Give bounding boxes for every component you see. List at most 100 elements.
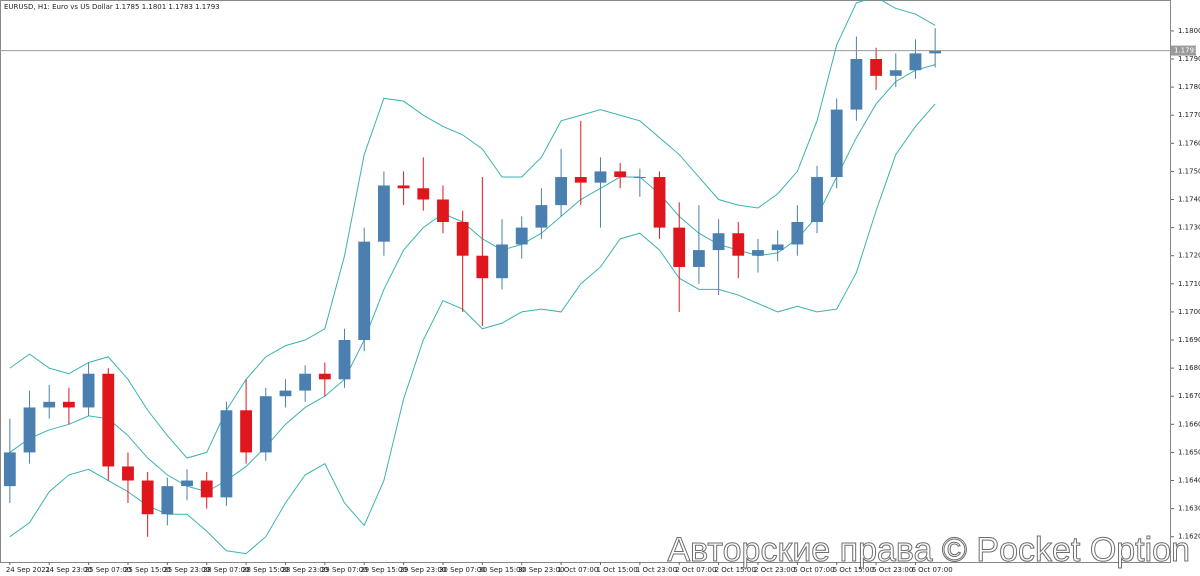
candle-body <box>141 480 154 515</box>
candle-body <box>909 53 922 71</box>
candle-body <box>791 221 804 245</box>
x-tick-label: 1 Oct 07:00 <box>557 566 598 574</box>
y-tick-label: 1.1690 <box>1178 336 1200 344</box>
y-tick-label: 1.1730 <box>1178 224 1200 232</box>
x-tick-label: 1 Oct 15:00 <box>596 566 637 574</box>
last-price-label: 1.1793 <box>1174 47 1199 55</box>
y-tick-label: 1.1800 <box>1178 27 1200 35</box>
candle-body <box>771 244 784 251</box>
x-tick-label: 29 Sep 23:00 <box>400 566 447 574</box>
y-tick-label: 1.1790 <box>1178 55 1200 63</box>
y-tick-label: 1.1650 <box>1178 448 1200 456</box>
x-tick-label: 5 Oct 07:00 <box>793 566 834 574</box>
candle-body <box>259 396 272 453</box>
x-tick-label: 1 Oct 23:00 <box>636 566 677 574</box>
y-tick-label: 1.1700 <box>1178 308 1200 316</box>
candle-body <box>161 486 174 515</box>
candle-body <box>633 177 646 179</box>
candle-body <box>594 171 607 183</box>
candle-body <box>456 221 469 256</box>
candle-body <box>496 244 508 279</box>
x-tick-label: 30 Sep 15:00 <box>478 566 525 574</box>
candle-body <box>417 188 430 200</box>
candle-body <box>220 410 233 498</box>
x-tick-label: 2 Oct 15:00 <box>715 566 756 574</box>
x-tick-label: 29 Sep 07:00 <box>321 566 368 574</box>
candle-body <box>102 373 115 467</box>
candle-body <box>870 59 882 76</box>
x-tick-label: 24 Sep 23:00 <box>45 566 92 574</box>
y-tick-label: 1.1720 <box>1178 252 1200 260</box>
band-upper <box>9 0 936 459</box>
candle-body <box>830 109 843 178</box>
y-tick-label: 1.1640 <box>1178 477 1200 485</box>
candle-body <box>712 233 725 251</box>
candle-body <box>555 177 567 206</box>
candle-body <box>653 177 666 228</box>
x-tick-label: 2 Oct 23:00 <box>754 566 795 574</box>
x-tick-label: 30 Sep 07:00 <box>439 566 486 574</box>
candle-body <box>476 255 489 279</box>
candle-body <box>673 227 686 267</box>
candle-body <box>299 373 312 391</box>
candle-body <box>23 407 36 453</box>
x-tick-label: 29 Sep 15:00 <box>360 566 407 574</box>
x-tick-label: 5 Oct 23:00 <box>872 566 913 574</box>
candle-body <box>397 185 410 189</box>
candle-body <box>63 401 75 408</box>
candle-body <box>200 480 213 498</box>
candle-body <box>850 59 863 110</box>
candle-body <box>752 250 764 256</box>
x-tick-label: 25 Sep 15:00 <box>124 566 171 574</box>
candle-body <box>318 373 331 380</box>
candle-body <box>614 171 627 178</box>
x-tick-label: 25 Sep 07:00 <box>85 566 132 574</box>
y-tick-label: 1.1760 <box>1178 139 1200 147</box>
candle-body <box>338 340 351 380</box>
candle-body <box>43 401 56 408</box>
last-price-box <box>1171 45 1196 56</box>
x-tick-label: 25 Sep 23:00 <box>163 566 210 574</box>
y-tick-label: 1.1740 <box>1178 196 1200 204</box>
x-tick-label: 6 Oct 07:00 <box>911 566 952 574</box>
y-tick-label: 1.1670 <box>1178 392 1200 400</box>
candle-body <box>574 177 587 183</box>
x-tick-label: 28 Sep 23:00 <box>281 566 328 574</box>
candle-body <box>535 205 548 228</box>
y-tick-label: 1.1620 <box>1178 533 1200 541</box>
x-tick-label: 28 Sep 15:00 <box>242 566 289 574</box>
x-tick-label: 2 Oct 07:00 <box>675 566 716 574</box>
candle-body <box>732 233 745 256</box>
y-tick-label: 1.1630 <box>1178 505 1200 513</box>
y-tick-label: 1.1780 <box>1178 83 1200 91</box>
y-tick-label: 1.1750 <box>1178 167 1200 175</box>
candle-body <box>3 452 16 487</box>
y-tick-label: 1.1660 <box>1178 420 1200 428</box>
y-tick-label: 1.1770 <box>1178 111 1200 119</box>
candle-body <box>358 241 371 341</box>
band-middle <box>9 64 936 493</box>
candle-body <box>82 373 95 408</box>
candle-body <box>437 199 449 222</box>
x-tick-label: 5 Oct 15:00 <box>833 566 874 574</box>
candle-body <box>181 480 193 487</box>
chart-title: EURUSD, H1: Euro vs US Dollar 1.1785 1.1… <box>4 3 220 11</box>
candle-body <box>279 390 292 397</box>
candle-body <box>122 466 134 481</box>
candle-body <box>378 185 390 242</box>
candle-body <box>929 50 942 54</box>
x-tick-label: 28 Sep 07:00 <box>203 566 250 574</box>
x-tick-label: 30 Sep 23:00 <box>518 566 565 574</box>
y-tick-label: 1.1710 <box>1178 280 1200 288</box>
y-tick-label: 1.1680 <box>1178 364 1200 372</box>
plot-frame <box>0 0 1171 563</box>
candle-body <box>693 250 705 267</box>
candle-body <box>240 410 252 453</box>
candle-body <box>889 70 902 76</box>
candle-body <box>515 227 528 245</box>
watermark: Авторские права © Pocket Option <box>667 531 1190 569</box>
x-tick-label: 24 Sep 2021 <box>6 566 50 574</box>
candle-body <box>811 177 823 222</box>
